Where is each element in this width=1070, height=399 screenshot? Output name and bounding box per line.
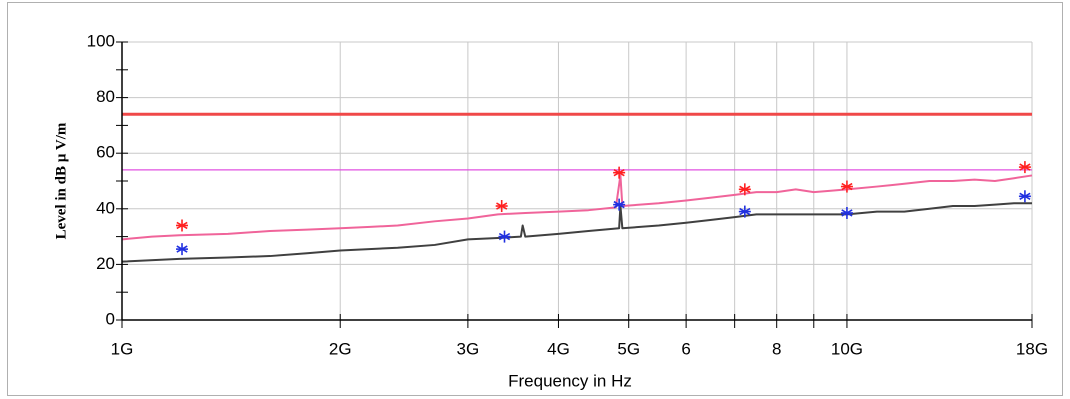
y-tick-label: 40 (96, 198, 115, 217)
asterisk-marker (176, 219, 189, 232)
y-tick-label: 20 (96, 254, 115, 273)
x-tick-label: 4G (547, 339, 570, 358)
asterisk-marker (498, 230, 511, 243)
asterisk-marker (1018, 190, 1031, 203)
x-tick-label: 5G (617, 339, 640, 358)
y-tick-label: 80 (96, 87, 115, 106)
x-tick-label: 10G (831, 339, 863, 358)
x-tick-label: 3G (457, 339, 480, 358)
y-axis-title: Level in dB µ V/m (53, 122, 69, 239)
trace (121, 174, 1033, 241)
x-tick-label: 1G (111, 339, 134, 358)
x-tick-label: 6 (681, 339, 690, 358)
asterisk-marker (840, 206, 853, 219)
y-tick-label: 60 (96, 143, 115, 162)
y-tick-label: 0 (106, 309, 115, 328)
asterisk-marker (1018, 161, 1031, 174)
asterisk-marker (613, 166, 626, 179)
asterisk-marker (495, 200, 508, 213)
x-axis-title: Frequency in Hz (508, 371, 632, 390)
x-tick-label: 2G (329, 339, 352, 358)
frame (7, 2, 1063, 396)
x-tick-label: 8 (772, 339, 781, 358)
y-tick-label: 100 (87, 31, 115, 50)
x-tick-label: 18G (1016, 339, 1048, 358)
asterisk-marker (176, 243, 189, 256)
asterisk-marker (738, 205, 751, 218)
asterisk-marker (840, 180, 853, 193)
asterisk-marker (738, 183, 751, 196)
trace (121, 202, 1032, 263)
asterisk-marker (613, 198, 626, 211)
